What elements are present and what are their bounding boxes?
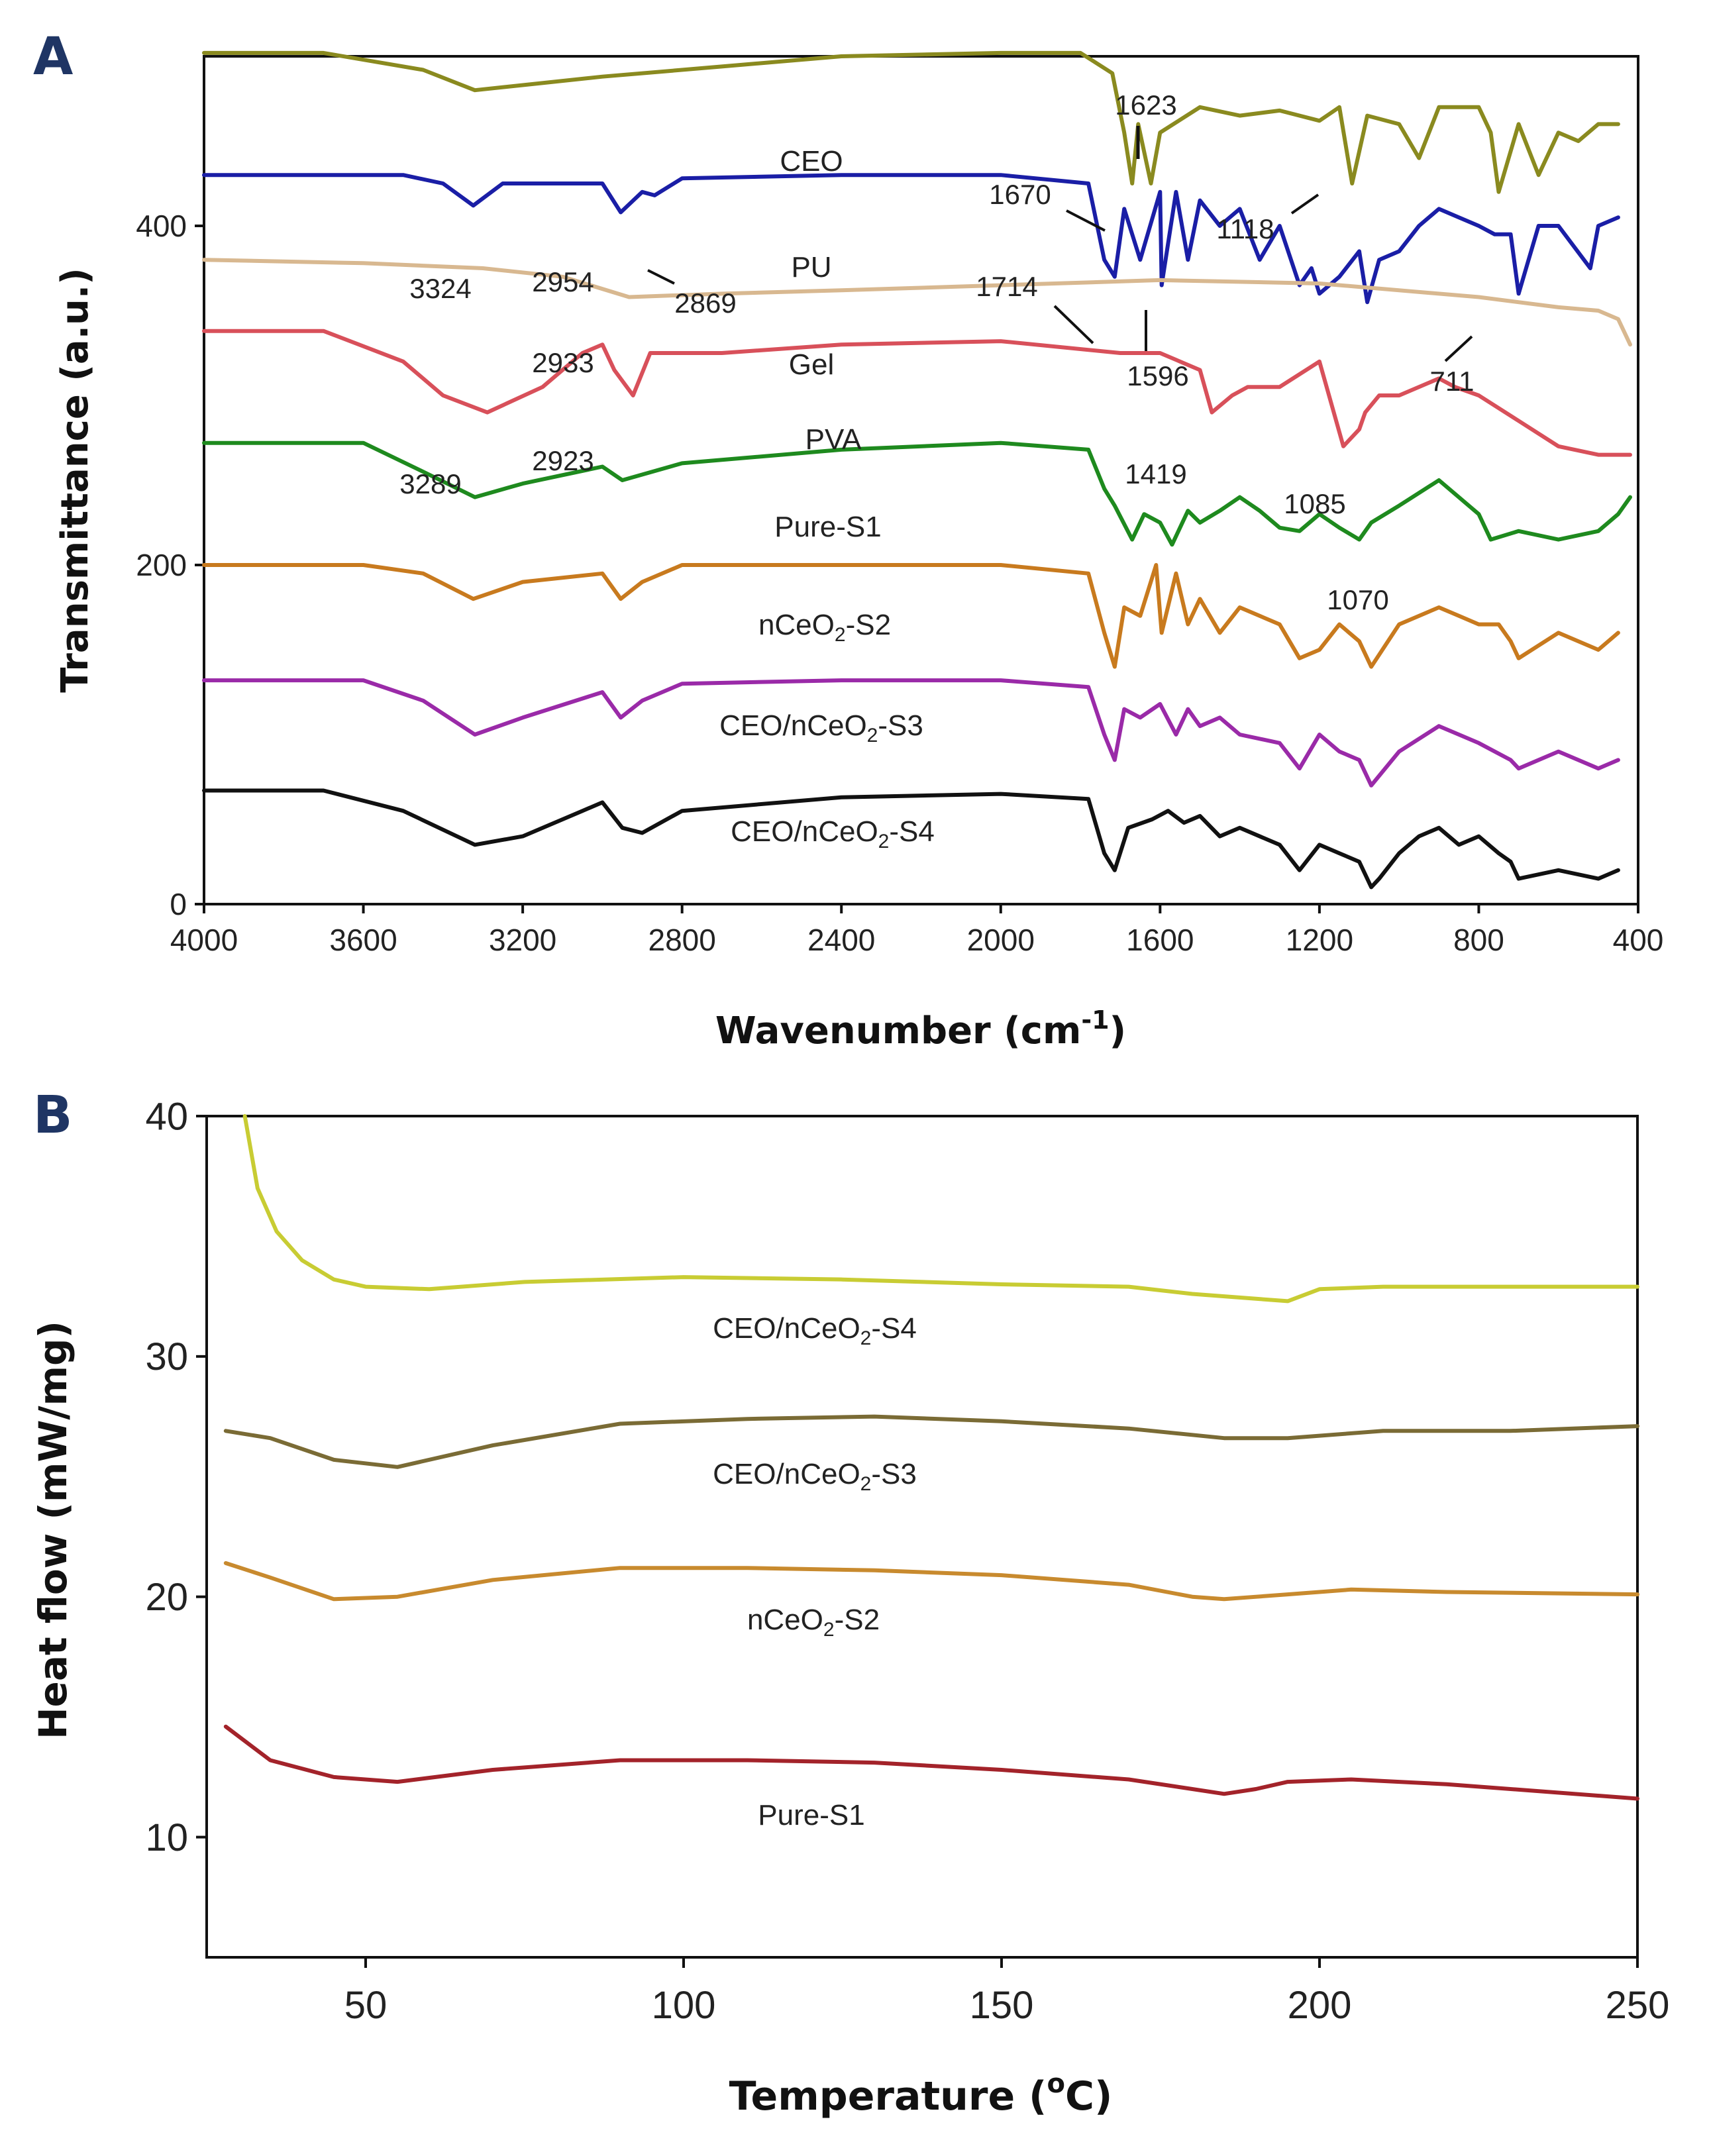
peak-label-2933: 2933 bbox=[532, 347, 594, 378]
peak-label-1085: 1085 bbox=[1284, 488, 1345, 519]
x-tick-label: 100 bbox=[652, 1984, 716, 2027]
panel-a-letter: A bbox=[33, 27, 73, 87]
series-line-pure-s1 bbox=[223, 1724, 1639, 1801]
series-line-pure-s1 bbox=[202, 440, 1632, 547]
peak-label-2954: 2954 bbox=[532, 266, 594, 297]
dsc-label-ceo-nceo2-s3: CEO/nCeO2-S3 bbox=[713, 1458, 917, 1495]
series-label-ceo-nceo2-s4: CEO/nCeO2-S4 bbox=[731, 815, 935, 852]
series-label-ceo-nceo2-s3: CEO/nCeO2-S3 bbox=[719, 709, 923, 746]
series-line-nceo2-s2 bbox=[223, 1561, 1639, 1602]
panel-a-series bbox=[202, 50, 1632, 890]
series-line-pva bbox=[202, 329, 1632, 457]
x-tick-label: 800 bbox=[1453, 923, 1504, 957]
peak-marker-1670 bbox=[1066, 209, 1106, 232]
peak-label-1670: 1670 bbox=[989, 179, 1051, 210]
peak-label-3324: 3324 bbox=[409, 273, 471, 304]
peak-label-2923: 2923 bbox=[532, 445, 594, 476]
x-tick-label: 250 bbox=[1606, 1984, 1670, 2027]
x-tick-label: 2400 bbox=[807, 923, 875, 957]
panel-a: A 4000 3600 3200 2800 2400 2000 1600 1200 800 400… bbox=[33, 27, 1663, 1052]
y-tick-label: 10 bbox=[145, 1816, 188, 1859]
peak-label-1596: 1596 bbox=[1127, 360, 1188, 391]
series-line-ceo-nceo2-s3 bbox=[223, 1414, 1639, 1469]
panel-b-x-axis-title: Temperature (oC) bbox=[729, 2069, 1113, 2120]
panel-a-x-axis-title: Wavenumber (cm-1) bbox=[715, 1005, 1126, 1052]
x-tick-label: 150 bbox=[970, 1984, 1034, 2027]
y-tick-label: 30 bbox=[145, 1335, 188, 1378]
peak-label-2869: 2869 bbox=[674, 287, 736, 319]
x-tick-label: 3200 bbox=[489, 923, 556, 957]
peak-label-1623: 1623 bbox=[1115, 89, 1176, 121]
series-label-nceo2-s2: nCeO2-S2 bbox=[758, 609, 891, 646]
dsc-label-nceo2-s2: nCeO2-S2 bbox=[747, 1604, 880, 1641]
x-tick-label: 2800 bbox=[648, 923, 715, 957]
panel-b-series bbox=[223, 1114, 1639, 1801]
panel-a-y-axis-title: Transmittance (a.u.) bbox=[54, 268, 97, 692]
panel-b-ticks: 50 100 150 200 250 10 20 30 40 bbox=[145, 1095, 1669, 2027]
y-tick-label: 20 bbox=[145, 1576, 188, 1619]
x-tick-label: 50 bbox=[344, 1984, 388, 2027]
series-line-ceo-nceo2-s3 bbox=[202, 678, 1620, 788]
series-label-ceo: CEO bbox=[780, 145, 843, 178]
x-tick-label: 4000 bbox=[170, 923, 238, 957]
dsc-label-ceo-nceo2-s4: CEO/nCeO2-S4 bbox=[713, 1312, 917, 1349]
peak-marker-711 bbox=[1444, 335, 1473, 362]
series-label-gel: Gel bbox=[789, 348, 834, 381]
x-tick-label: 1600 bbox=[1126, 923, 1194, 957]
peak-label-1070: 1070 bbox=[1327, 584, 1388, 615]
x-tick-label: 1200 bbox=[1286, 923, 1353, 957]
panel-b-y-axis-title: Heat flow (mW/mg) bbox=[30, 1321, 76, 1739]
panel-a-ticks: 4000 3600 3200 2800 2400 2000 1600 1200 800 40002… bbox=[136, 209, 1663, 957]
series-line-nceo2-s2 bbox=[202, 563, 1620, 669]
x-tick-label: 3600 bbox=[329, 923, 397, 957]
y-tick-label: 40 bbox=[145, 1095, 188, 1138]
series-label-pva: PVA bbox=[805, 423, 862, 456]
x-tick-label: 400 bbox=[1613, 923, 1664, 957]
peak-marker-2869 bbox=[647, 269, 675, 285]
y-tick-label: 0 bbox=[170, 887, 187, 921]
series-line-gel bbox=[202, 258, 1632, 347]
peak-marker-1118 bbox=[1290, 193, 1320, 215]
series-line-ceo-nceo2-s4 bbox=[202, 788, 1620, 890]
peak-label-3289: 3289 bbox=[399, 468, 461, 499]
peak-label-1419: 1419 bbox=[1125, 458, 1186, 489]
series-label-pure-s1: Pure-S1 bbox=[774, 511, 881, 543]
y-tick-label: 400 bbox=[136, 209, 187, 243]
panel-b-letter: B bbox=[33, 1086, 72, 1145]
peak-marker-1714 bbox=[1053, 305, 1094, 344]
panel-b-frame bbox=[205, 1115, 1639, 1959]
series-line-pu bbox=[202, 173, 1620, 305]
series-line-ceo-nceo2-s4 bbox=[242, 1114, 1639, 1304]
peak-label-711: 711 bbox=[1430, 366, 1475, 397]
dsc-label-pure-s1: Pure-S1 bbox=[758, 1799, 864, 1831]
x-tick-label: 2000 bbox=[967, 923, 1035, 957]
peak-label-1714: 1714 bbox=[976, 271, 1037, 302]
series-line-ceo bbox=[202, 50, 1620, 194]
x-tick-label: 200 bbox=[1288, 1984, 1352, 2027]
panel-b: B 50 100 150 200 250 10 20 30 40 CEO/nCeO2-S4 CE… bbox=[30, 1086, 1669, 2120]
series-label-pu: PU bbox=[791, 251, 831, 283]
y-tick-label: 200 bbox=[136, 548, 187, 582]
peak-label-1118: 1118 bbox=[1216, 213, 1274, 244]
